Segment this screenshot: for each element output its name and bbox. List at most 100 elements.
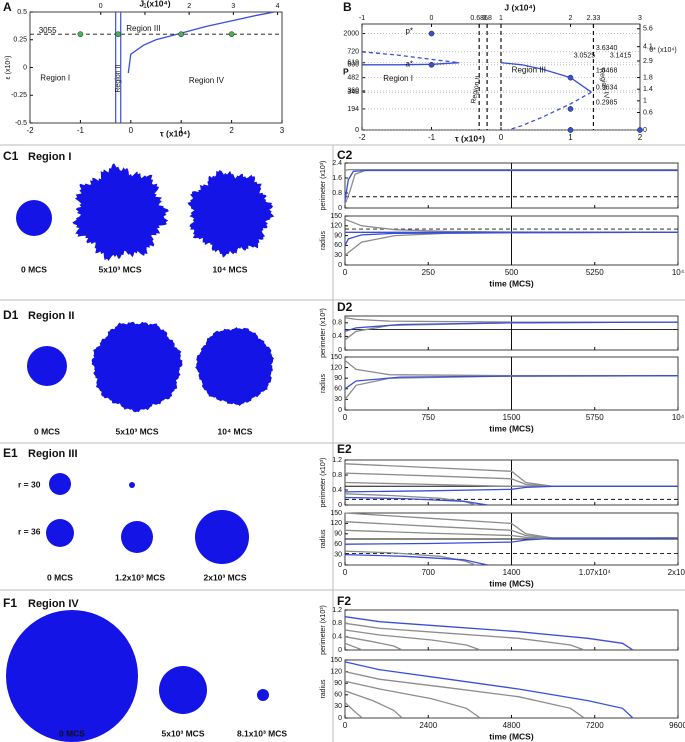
x-tick-label: 5750	[586, 413, 604, 422]
x-tick-label: 1400	[503, 568, 521, 577]
y-tick-label: 0.8	[332, 320, 342, 327]
x-tick-label: 2	[638, 133, 643, 142]
y2-axis-label: θ* (x10⁴)	[649, 47, 677, 54]
y-tick-label: 90	[334, 375, 342, 382]
series-line	[344, 636, 403, 651]
x-tick-label: 0	[343, 413, 348, 422]
time-label: 10⁴ MCS	[213, 264, 248, 274]
y-tick-label: 1.2	[332, 457, 342, 464]
annotation: Region I	[383, 74, 413, 83]
panel-letter: C1	[3, 149, 19, 163]
y-tick-label: 150	[330, 213, 342, 220]
series-line	[344, 622, 585, 651]
cell	[16, 200, 52, 236]
x-tick-label: -1	[77, 126, 85, 135]
y2-tick-label: 1.4	[643, 86, 653, 93]
y-tick-label: 2000	[343, 30, 359, 37]
y2-tick-label: 4.1	[643, 44, 653, 51]
y-tick-label: 348	[347, 89, 359, 96]
point	[637, 127, 643, 133]
x-tick-label: 9600	[669, 721, 685, 730]
y-axis-label: radius	[320, 373, 327, 393]
series-line	[344, 680, 481, 719]
time-label: 0 MCS	[21, 264, 47, 274]
x2-tick-label: 4	[276, 3, 280, 10]
x-tick-label: 7200	[586, 721, 604, 730]
series-line	[362, 62, 460, 66]
y-tick-label: 0	[338, 647, 342, 654]
series-line	[361, 51, 460, 64]
y-tick-label: 30	[334, 396, 342, 403]
y-tick-label: 120	[330, 520, 342, 527]
y-tick-label: 150	[330, 657, 342, 664]
x2-tick-label: 0	[430, 15, 434, 22]
y-tick-label: 60	[334, 242, 342, 249]
x-axis-label: time (MCS)	[489, 578, 534, 588]
panel-letter: D2	[337, 300, 353, 314]
series-line	[344, 670, 585, 719]
time-label: 0 MCS	[59, 728, 85, 738]
y-tick-label: 0.8	[332, 190, 342, 197]
y-tick-label: -0.25	[11, 92, 27, 99]
x-tick-label: 1500	[503, 413, 521, 422]
y-tick-label: 60	[334, 386, 342, 393]
y2-tick-label: 0	[643, 127, 647, 134]
y-tick-label: 0	[338, 715, 342, 722]
y-axis-label: ε (x10⁶)	[5, 56, 12, 80]
row-label: r = 36	[18, 526, 41, 536]
x-axis-label: time (MCS)	[489, 731, 534, 741]
annotation: Region II	[115, 65, 122, 93]
y2-tick-label: 2.9	[643, 58, 653, 65]
series-line	[344, 168, 678, 172]
x2-tick-label: 2.33	[587, 15, 601, 22]
x-tick-label: -2	[358, 133, 366, 142]
x2-axis-label: J (x10⁴)	[139, 0, 170, 8]
y-tick-label: 0	[23, 64, 27, 71]
y-tick-label: 90	[334, 232, 342, 239]
y-tick-label: 2.4	[332, 160, 342, 167]
time-label: 2x10³ MCS	[204, 572, 247, 582]
x2-tick-label: 2	[569, 15, 573, 22]
y-tick-label: 0	[338, 502, 342, 509]
annotation: 1.8468	[596, 67, 618, 74]
x-tick-label: 2400	[419, 721, 437, 730]
cell	[27, 346, 67, 386]
x-tick-label: -2	[26, 126, 34, 135]
y2-tick-label: 5.6	[643, 26, 653, 33]
x-tick-label: 1	[179, 126, 184, 135]
panel-letter: C2	[337, 148, 353, 162]
y-tick-label: 619	[347, 60, 359, 67]
cell	[121, 521, 153, 553]
annotation: 0.2985	[596, 99, 618, 106]
y-tick-label: 30	[334, 703, 342, 710]
time-label: 5x10³ MCS	[162, 728, 205, 738]
annotation: a*	[405, 59, 413, 68]
series-line	[500, 62, 592, 93]
x-axis-label: τ (x10⁴)	[160, 128, 190, 138]
y-tick-label: 120	[330, 223, 342, 230]
x-tick-label: 1.07x10⁴	[579, 568, 611, 577]
annotation: Region I	[40, 74, 70, 83]
panel-title: Region II	[28, 310, 74, 322]
y-axis-label: radius	[320, 679, 327, 699]
y-tick-label: 0.8	[332, 472, 342, 479]
annotation: 3055	[39, 26, 57, 35]
y-tick-label: 60	[334, 692, 342, 699]
x-tick-label: 0	[343, 721, 348, 730]
x2-tick-label: 0	[99, 3, 103, 10]
y-tick-label: 120	[330, 668, 342, 675]
annotation: 3.1415	[610, 53, 632, 60]
y-tick-label: 0.4	[332, 487, 342, 494]
y-axis-label: P	[343, 66, 349, 76]
y-tick-label: 30	[334, 551, 342, 558]
y-tick-label: 1.6	[332, 175, 342, 182]
cell	[6, 610, 138, 742]
series-line	[344, 661, 634, 719]
x-tick-label: 2	[229, 126, 234, 135]
point	[567, 74, 574, 81]
x2-axis-label: J (x10⁴)	[504, 2, 535, 12]
x-tick-label: 3	[280, 126, 285, 135]
cell	[159, 666, 207, 714]
x-tick-label: 0	[343, 568, 348, 577]
y-axis-label: radius	[320, 529, 327, 549]
